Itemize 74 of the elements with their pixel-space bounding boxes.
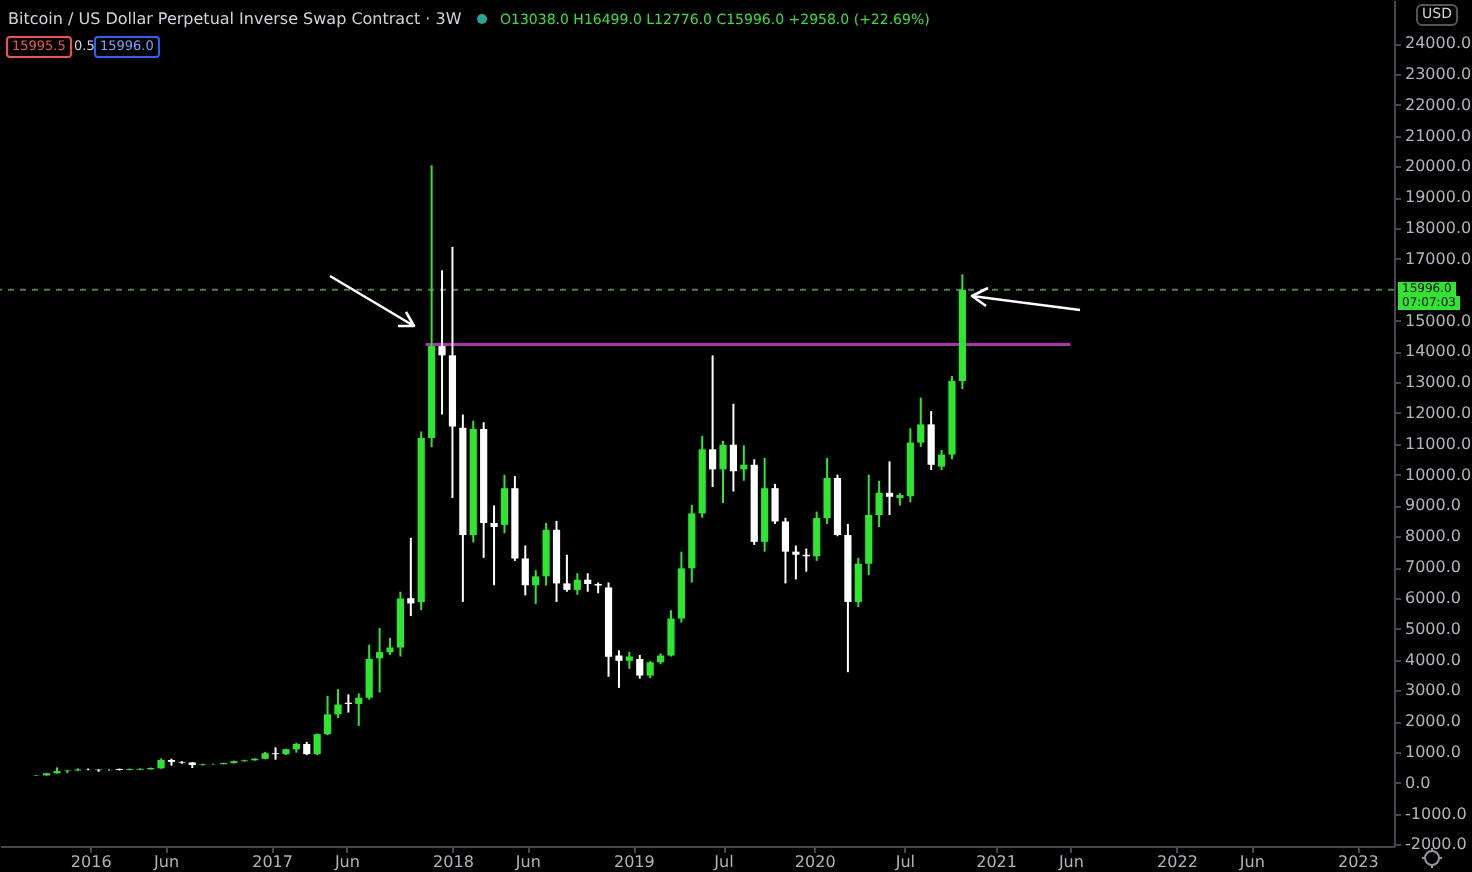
candlestick — [823, 456, 831, 525]
y-tick-label: 10000.0 — [1405, 465, 1472, 484]
text: Bitcoin / US Dollar Perpetual Inverse Swap Contract · 3W — [8, 8, 462, 30]
y-tick-label: 0.0 — [1405, 773, 1431, 792]
x-tick-label: Jun — [1237, 853, 1265, 871]
x-tick-label: Jul — [712, 853, 734, 871]
candlestick — [885, 460, 894, 516]
y-tick-label: 4000.0 — [1405, 650, 1461, 669]
candlestick — [542, 522, 550, 587]
candlestick — [376, 627, 384, 694]
candlestick — [438, 269, 446, 416]
candlestick — [500, 473, 509, 535]
y-tick-label: 24000.0 — [1405, 34, 1472, 53]
x-tick-label: Jun — [152, 853, 180, 871]
x-tick-label: Jun — [513, 853, 541, 871]
x-tick-label: Jul — [893, 853, 916, 871]
x-tick-label: 2016 — [70, 853, 112, 871]
candlestick — [334, 688, 342, 720]
y-tick-label: 3000.0 — [1405, 681, 1461, 700]
candlestick — [563, 553, 571, 593]
y-tick-label: -2000.0 — [1405, 835, 1467, 854]
candlestick — [875, 479, 883, 529]
y-tick-label: 19000.0 — [1405, 188, 1472, 207]
y-tick-label: 9000.0 — [1405, 496, 1461, 515]
y-tick-label: 12000.0 — [1405, 403, 1472, 422]
y-tick-label: 18000.0 — [1405, 219, 1472, 238]
y-tick-label: 1000.0 — [1405, 743, 1461, 761]
y-tick-label: 14000.0 — [1405, 342, 1472, 361]
x-tick-label: 2020 — [794, 853, 836, 871]
x-tick-label: 2017 — [252, 853, 293, 871]
candlestick — [271, 746, 280, 761]
y-tick-label: 21000.0 — [1405, 126, 1472, 145]
candlestick — [490, 504, 498, 587]
candlestick — [521, 544, 529, 597]
x-tick-label: 2023 — [1337, 853, 1379, 871]
candlestick — [917, 396, 925, 448]
y-tick-label: 13000.0 — [1405, 373, 1472, 392]
candlestick — [927, 410, 935, 471]
candlestick — [729, 402, 738, 493]
candlestick — [667, 609, 675, 658]
y-tick-label: 22000.0 — [1405, 95, 1472, 114]
candlestick — [355, 692, 363, 727]
y-tick-label: 20000.0 — [1405, 157, 1472, 176]
candlestick — [937, 448, 946, 471]
y-tick-label: -1000.0 — [1405, 804, 1467, 823]
x-tick-label: 2022 — [1157, 853, 1198, 871]
candlestick — [584, 572, 592, 593]
x-tick-label: Jun — [332, 853, 360, 871]
candlestick — [573, 572, 581, 596]
candlestick — [792, 544, 800, 581]
x-tick-label: Jun — [1056, 853, 1084, 871]
y-tick-label: 6000.0 — [1405, 588, 1461, 607]
y-tick-label: 5000.0 — [1405, 619, 1461, 638]
candlestick — [813, 510, 821, 562]
candlestick — [709, 354, 717, 488]
x-tick-label: 2021 — [976, 853, 1017, 871]
y-tick-label: 2000.0 — [1405, 712, 1461, 731]
y-tick-label: 17000.0 — [1405, 249, 1472, 268]
candlestick — [323, 694, 332, 737]
y-tick-label: 15000.0 — [1405, 311, 1472, 330]
candlestick — [719, 439, 727, 504]
candlestick — [365, 643, 373, 701]
candlestick — [407, 536, 415, 618]
candlestick — [771, 482, 779, 525]
y-tick-label: 23000.0 — [1405, 64, 1472, 83]
y-tick-label: 8000.0 — [1405, 527, 1461, 546]
y-tick-label: 11000.0 — [1405, 434, 1472, 453]
candlestick — [636, 653, 644, 680]
x-tick-label: 2019 — [613, 853, 655, 871]
y-tick-label: 7000.0 — [1405, 558, 1461, 577]
candlestick — [781, 516, 790, 585]
x-tick-label: 2018 — [433, 853, 474, 871]
candlestick — [854, 556, 862, 609]
candlestick — [532, 569, 540, 606]
